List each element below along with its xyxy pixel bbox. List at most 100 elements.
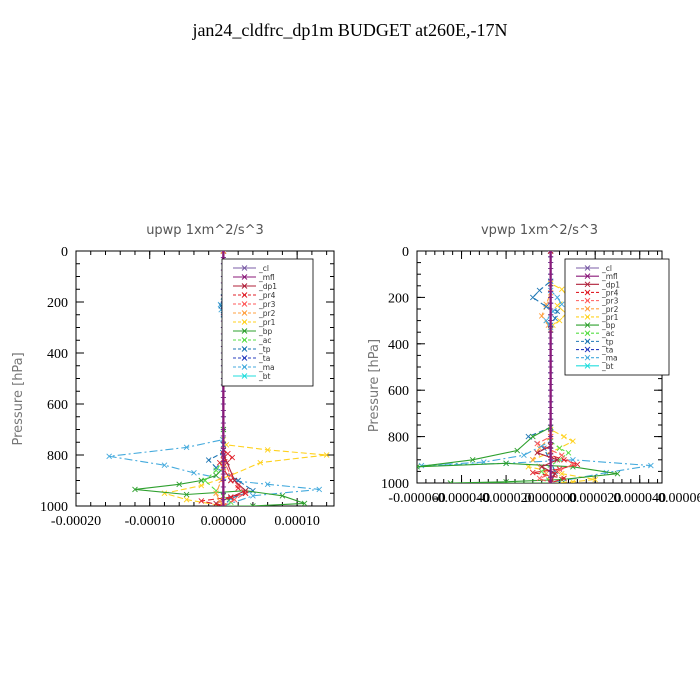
series-marker-mfl (548, 428, 554, 434)
series-marker-pr4 (198, 498, 205, 504)
series-marker-bp (514, 447, 521, 454)
y-tick-label: 1000 (40, 500, 68, 515)
series-marker-mfl (548, 318, 554, 324)
legend-label-pr2: _pr2 (601, 305, 619, 314)
x-tick-label: 0.000000 (524, 491, 577, 506)
legend-marker-tp (241, 346, 248, 352)
series-marker-mfl (548, 271, 554, 277)
series-marker-bp (614, 470, 621, 477)
series-marker-pr1 (570, 438, 576, 445)
y-tick-label: 0 (61, 245, 68, 260)
series-marker-ma (316, 486, 323, 493)
series-marker-pr1 (264, 447, 271, 453)
series-marker-mfl (548, 387, 554, 393)
series-marker-bp (503, 460, 509, 467)
legend-marker-cl (584, 265, 591, 271)
series-marker-bp (469, 456, 476, 463)
series-marker-ma (161, 462, 168, 469)
series-marker-bp (132, 486, 138, 493)
series-marker-pr4 (229, 454, 236, 461)
series-marker-pr3 (558, 452, 565, 458)
x-tick-label: -0.00020 (51, 514, 101, 529)
series-marker-mfl (548, 358, 554, 364)
legend-marker-pr1 (584, 314, 591, 320)
series-marker-mfl (548, 300, 554, 306)
series-marker-mfl (548, 254, 554, 260)
series-marker-mfl (548, 323, 554, 329)
series-marker-mfl (220, 433, 226, 439)
series-marker-pr3 (536, 475, 543, 482)
series-marker-bp (417, 463, 420, 470)
series-marker-bp (183, 491, 190, 498)
legend-marker-bp (241, 328, 248, 334)
legend-marker-bt (584, 362, 591, 369)
series-marker-ma (558, 301, 565, 308)
legend-label-pr4: _pr4 (258, 291, 276, 300)
y-tick-label: 1000 (381, 477, 409, 492)
series-marker-dp1 (554, 456, 561, 463)
series-marker-mfl (220, 452, 226, 458)
series-marker-pr4 (235, 485, 241, 491)
panel-title: upwp 1xm^2/s^3 (146, 223, 264, 238)
series-marker-mfl (548, 306, 554, 312)
series-line-tp (207, 251, 255, 506)
series-marker-bp (213, 472, 219, 479)
series-marker-ac (565, 450, 572, 456)
legend-marker-bt (241, 373, 248, 379)
series-marker-mfl (548, 463, 554, 469)
series-marker-pr1 (161, 490, 168, 497)
legend-label-tp: _tp (601, 337, 614, 346)
series-marker-dp1 (547, 251, 554, 254)
series-marker-pr3 (534, 440, 541, 447)
series-marker-tp (536, 287, 543, 294)
series-marker-mfl (220, 414, 226, 420)
series-marker-mfl (548, 405, 554, 411)
series-marker-mfl (548, 410, 554, 416)
legend-marker-pr2 (241, 310, 248, 316)
series-marker-ma (543, 317, 550, 324)
legend-marker-bp (584, 322, 591, 328)
series-marker-pr4 (227, 494, 234, 500)
series-marker-mfl (548, 370, 554, 376)
series-marker-mfl (548, 289, 554, 295)
series-marker-ma (418, 462, 425, 469)
series-marker-tp (525, 433, 532, 440)
legend-label-ta: _ta (258, 354, 270, 363)
panel-title: vpwp 1xm^2/s^3 (481, 223, 598, 238)
y-tick-label: 800 (47, 449, 68, 464)
series-marker-pr4 (242, 490, 249, 497)
series-marker-mfl (220, 420, 226, 426)
legend-marker-ma (584, 354, 591, 361)
series-marker-bp (279, 492, 286, 499)
legend-label-ac: _ac (258, 336, 271, 345)
legend-label-pr2: _pr2 (258, 309, 276, 318)
legend-label-bt: _bt (258, 372, 271, 381)
x-tick-label: 0.000040 (613, 491, 666, 506)
series-marker-mfl (548, 376, 554, 382)
legend-marker-cl (241, 265, 248, 271)
series-marker-bp (529, 433, 536, 440)
legend-label-pr3: _pr3 (601, 297, 619, 306)
x-tick-label: -0.000060 (388, 491, 445, 506)
legend-marker-dp1 (584, 281, 591, 288)
series-marker-ac (556, 445, 563, 452)
series-marker-ac (538, 468, 545, 475)
series-marker-mfl (220, 484, 226, 490)
plot-panel-1: upwp 1xm^2/s^3 Pressure [hPa] 0 200 400 600 80… (11, 223, 335, 529)
series-marker-mfl (548, 329, 554, 335)
legend-label-bt: _bt (601, 362, 614, 371)
legend-marker-pr3 (584, 297, 591, 304)
series-marker-pr1 (558, 286, 565, 293)
series-marker-mfl (548, 474, 554, 480)
y-axis-label: Pressure [hPa] (11, 352, 26, 445)
legend-marker-ma (241, 364, 248, 370)
series-marker-dp1 (552, 470, 558, 477)
y-tick-label: 200 (388, 291, 409, 306)
series-marker-mfl (548, 347, 554, 353)
legend-marker-pr3 (241, 301, 248, 307)
series-marker-pr3 (235, 482, 241, 489)
series-marker-mfl (548, 341, 554, 347)
series-marker-mfl (548, 393, 554, 399)
series-marker-pr1 (556, 317, 563, 324)
